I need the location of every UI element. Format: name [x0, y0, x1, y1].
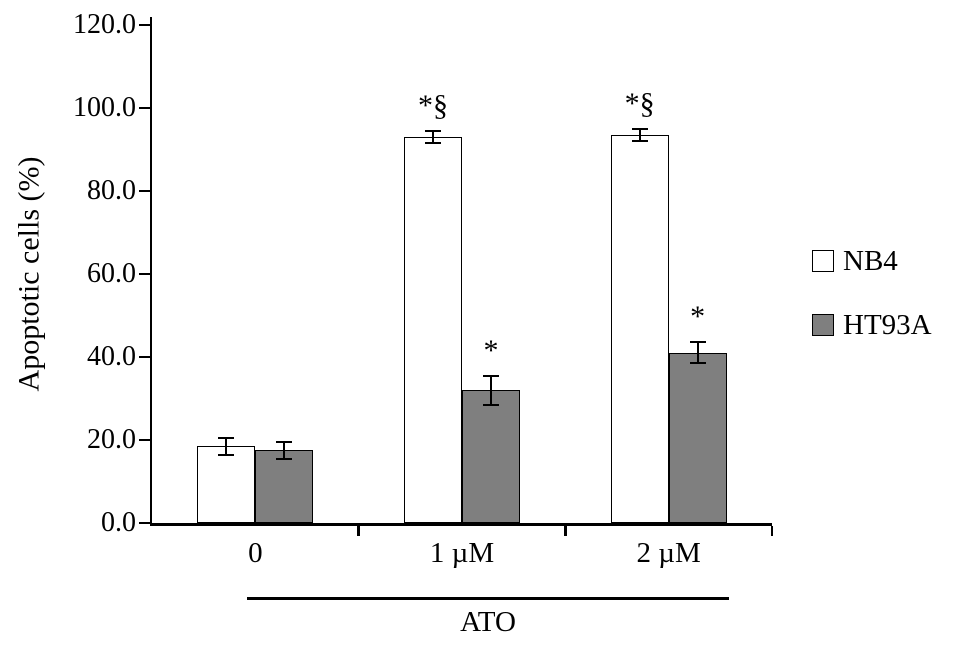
x-tick-mark	[564, 525, 567, 536]
significance-marker: *	[690, 300, 706, 334]
significance-marker: *	[483, 333, 499, 367]
x-tick-mark	[770, 525, 774, 536]
y-axis-title: Apoptotic cells (%)	[12, 156, 45, 392]
error-bar-cap-bottom	[276, 457, 293, 460]
legend-swatch-ht93a	[812, 314, 834, 336]
bar-nb4-1-m	[404, 137, 462, 523]
x-category-label: 1 µM	[429, 537, 495, 569]
y-tick-mark	[139, 272, 150, 276]
y-tick-label: 40.0	[87, 341, 136, 372]
legend-label-ht93a: HT93A	[843, 309, 932, 341]
significance-marker: *§	[624, 86, 655, 120]
error-bar	[432, 130, 434, 144]
bar-nb4-2-m	[610, 134, 669, 523]
y-tick-label: 0.0	[101, 507, 136, 538]
y-tick-mark	[139, 355, 150, 359]
error-bar-cap-top	[689, 341, 706, 344]
y-tick-label: 60.0	[87, 258, 136, 289]
error-bar	[696, 342, 699, 364]
bar-ht93a-1-m	[462, 390, 520, 523]
error-bar-cap-bottom	[425, 142, 441, 145]
y-axis-line	[149, 17, 152, 526]
legend-label-nb4: NB4	[843, 245, 898, 277]
y-axis-title-wrap: Apoptotic cells (%)	[0, 25, 58, 523]
x-axis-line	[149, 523, 772, 526]
y-tick-mark	[139, 106, 150, 110]
y-tick-label: 100.0	[73, 92, 136, 123]
error-bar-cap-bottom	[689, 362, 706, 365]
error-bar-cap-top	[483, 374, 499, 377]
error-bar	[225, 437, 228, 455]
error-bar-cap-bottom	[631, 140, 648, 143]
y-tick-label: 20.0	[87, 424, 136, 455]
plot-area: 0.0 20.0 40.0 60.0 80.0 100.0 120.0 0 1 µM *§ * 2 µ…	[73, 9, 774, 569]
y-tick-mark	[139, 189, 150, 193]
x-group-bracket-line	[247, 597, 729, 600]
error-bar	[283, 442, 286, 459]
significance-marker: *§	[418, 88, 448, 122]
x-category-label: 2 µM	[636, 537, 701, 569]
y-tick-mark	[139, 23, 150, 27]
error-bar-cap-top	[218, 436, 235, 439]
error-bar-cap-bottom	[483, 403, 499, 406]
error-bar-cap-bottom	[218, 453, 235, 456]
x-category-label: 0	[248, 537, 263, 569]
error-bar-cap-top	[276, 441, 293, 444]
y-tick-mark	[139, 521, 150, 525]
error-bar-cap-top	[425, 129, 441, 132]
x-axis-group-label: ATO	[460, 606, 516, 638]
bar-ht93a-2-m	[668, 352, 727, 523]
error-bar-cap-top	[631, 127, 648, 130]
legend-swatch-nb4	[812, 250, 834, 272]
bar-nb4-0	[197, 446, 256, 523]
error-bar	[490, 375, 492, 405]
y-tick-label: 80.0	[87, 175, 136, 206]
error-bar	[638, 128, 641, 142]
y-tick-mark	[139, 438, 150, 442]
x-tick-mark	[357, 525, 360, 536]
bar-ht93a-0	[255, 450, 314, 523]
y-tick-label: 120.0	[73, 9, 136, 40]
legend-entry-nb4: NB4	[812, 246, 932, 276]
legend-entry-ht93a: HT93A	[812, 310, 932, 340]
legend: NB4 HT93A	[812, 246, 932, 340]
